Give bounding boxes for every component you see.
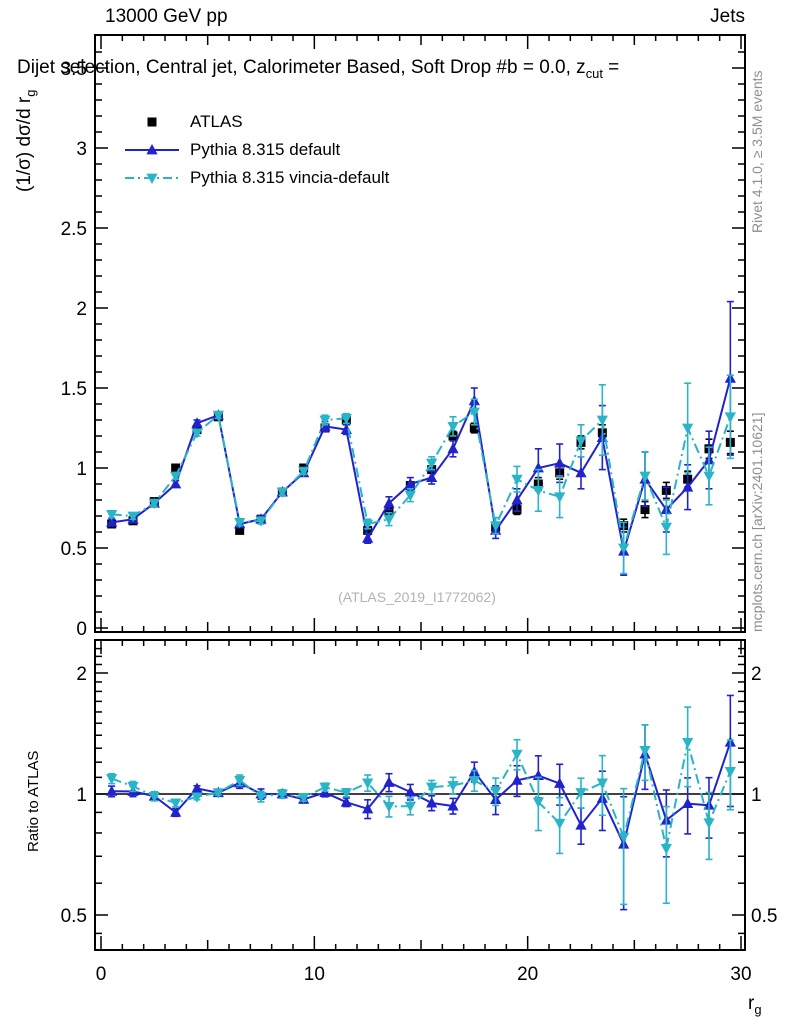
tick-label: 1 <box>76 459 87 480</box>
tick-label: 0.5 <box>61 539 87 560</box>
tick-label: 1 <box>751 785 762 806</box>
series-pythia-vincia-default-line <box>111 410 732 549</box>
main-frame <box>94 34 746 633</box>
series-pythia-default <box>106 300 736 577</box>
tick-label: 1 <box>76 785 87 806</box>
ratio-pythia-default-markers <box>106 736 736 849</box>
legend-item-pythia-8-315-default: Pythia 8.315 default <box>122 136 389 164</box>
tick-label: 0 <box>76 619 87 640</box>
tick-label: 0.5 <box>751 906 777 927</box>
ratio-pythia-vincia-default-line <box>111 742 732 849</box>
series-pythia-vincia-default-markers <box>106 407 736 554</box>
legend-marker-square <box>147 117 157 127</box>
process-label: Jets <box>710 6 745 27</box>
legend-marker-triangle-up <box>125 144 179 155</box>
series-pythia-default-markers <box>106 372 736 556</box>
legend-item-pythia-8-315-vincia-default: Pythia 8.315 vincia-default <box>122 164 389 192</box>
legend-label: Pythia 8.315 vincia-default <box>190 168 390 187</box>
series-pythia-default-line <box>111 378 732 552</box>
tick-label: 1.5 <box>61 379 87 400</box>
selection-title-main: Dijet selection, Central jet, Calorimete… <box>17 57 586 78</box>
ratio-pythia-vincia-default <box>106 706 736 906</box>
tick-label: 30 <box>730 964 751 985</box>
tick-label: 0 <box>96 964 107 985</box>
axis-tick-labels: 00.511.522.533.50.5 0.51 12 20 10 20 30 <box>61 59 778 985</box>
ratio-pythia-vincia-default-errorbars <box>108 706 734 906</box>
ratio-pythia-default <box>106 694 736 911</box>
beam-energy-label: 13000 GeV pp <box>105 6 228 27</box>
legend-marker-triangle-down <box>125 173 179 184</box>
legend-item-atlas: ATLAS <box>122 108 389 136</box>
legend-label: ATLAS <box>190 112 243 131</box>
tick-label: 2 <box>76 664 87 685</box>
watermark: (ATLAS_2019_I1772062) <box>338 589 496 605</box>
tick-label: 3 <box>76 139 87 160</box>
series-atlas-errorbars <box>108 414 734 535</box>
selection-title: Dijet selection, Central jet, Calorimete… <box>17 57 744 81</box>
x-axis-title: rg <box>748 993 762 1017</box>
tick-label: 10 <box>304 964 325 985</box>
ratio-pythia-vincia-default-markers <box>106 737 736 855</box>
tick-label: 2.5 <box>61 219 87 240</box>
axis-ticks <box>96 36 744 949</box>
tick-label: 2 <box>76 299 87 320</box>
tick-label: 2 <box>751 664 762 685</box>
tick-label: 0.5 <box>61 906 87 927</box>
ratio-pythia-default-errorbars <box>108 694 734 911</box>
series-pythia-vincia-default-errorbars <box>108 374 734 575</box>
legend: ATLAS Pythia 8.315 default Pythia 8.315 vi… <box>122 108 389 192</box>
tick-label: 20 <box>517 964 538 985</box>
selection-title-tail: = <box>602 57 620 78</box>
legend-label: Pythia 8.315 default <box>190 140 341 159</box>
selection-title-sub: cut <box>585 65 603 81</box>
series-pythia-default-errorbars <box>108 300 734 577</box>
series-pythia-vincia-default <box>106 374 736 575</box>
tick-label: 3.5 <box>61 59 87 80</box>
ratio-frame <box>94 639 746 951</box>
